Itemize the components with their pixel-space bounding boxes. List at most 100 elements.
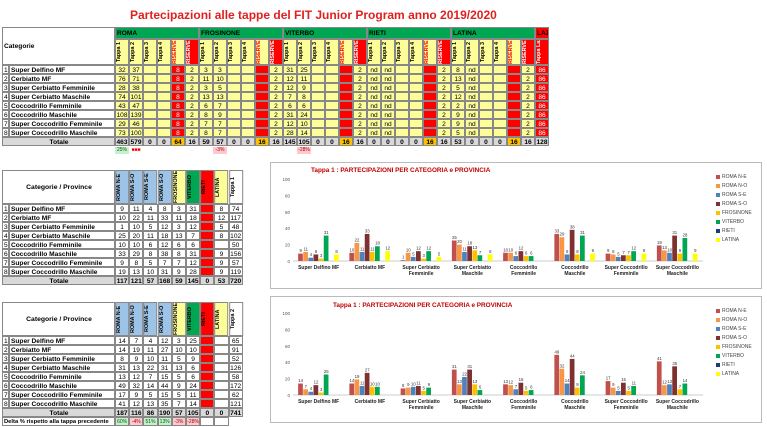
delta-viterbo: -28% <box>297 147 311 154</box>
table-cell: 108 <box>115 110 129 119</box>
data-label: 18 <box>375 241 380 246</box>
bar <box>503 252 508 261</box>
legend-swatch <box>716 363 720 367</box>
table-cell <box>214 399 229 408</box>
table-cell: 9 <box>129 354 144 363</box>
data-label: 35 <box>672 361 677 366</box>
table-cell: 5 <box>143 222 158 231</box>
delta-roma: 25% <box>115 147 129 154</box>
row-number: 5 <box>2 101 9 110</box>
total-cell: 0 <box>381 137 395 146</box>
x-tick-label: Super Coccodrillo <box>605 265 648 271</box>
table-cell <box>227 92 241 101</box>
y-tick-label: 20 <box>285 243 291 248</box>
table-cell: 31 <box>186 204 201 213</box>
table-cell <box>409 128 423 137</box>
table-cell: 29 <box>129 249 144 258</box>
table-cell: 74 <box>115 92 129 101</box>
table-cell: nd <box>465 92 479 101</box>
bar <box>523 390 529 395</box>
data-label: 11 <box>304 246 309 251</box>
table-cell <box>325 74 339 83</box>
total-cell: 16 <box>507 137 521 146</box>
table-cell: nd <box>367 128 381 137</box>
column-header: VITERBO <box>186 302 201 336</box>
table-cell <box>479 83 493 92</box>
row-label: Coccodrillo Femminile <box>9 240 115 249</box>
bar <box>323 374 329 395</box>
x-tick-label: Super Coccodrillo <box>656 399 699 405</box>
data-label: 14 <box>350 378 355 383</box>
table-cell <box>157 65 171 74</box>
table-cell: 2 <box>353 83 367 92</box>
total-cell: 53 <box>451 137 465 146</box>
bar <box>672 366 677 395</box>
bar <box>554 233 560 261</box>
table-cell <box>200 345 215 354</box>
data-label: 13 <box>473 379 478 384</box>
bar <box>667 252 672 261</box>
table-cell <box>311 128 325 137</box>
table-cell: 3 <box>171 336 186 345</box>
table-cell: 10 <box>129 222 144 231</box>
data-label: 10 <box>375 381 380 386</box>
total-cell: 0 <box>395 137 409 146</box>
data-label: 8 <box>576 249 579 254</box>
data-label: 17 <box>606 376 611 381</box>
table-cell <box>325 128 339 137</box>
subheader-tappa: Tappa 4 <box>157 39 171 65</box>
table-cell <box>200 363 215 372</box>
table-cell: 46 <box>129 119 143 128</box>
column-header: ROMA N-O <box>129 302 144 336</box>
table-cell <box>325 83 339 92</box>
x-tick-label: Super Cerbiatto <box>454 399 492 405</box>
table-cell <box>200 231 215 240</box>
legend-item: ROMA S-E <box>722 326 747 332</box>
subheader-riserve: RISERVE <box>423 39 437 65</box>
table-cell <box>143 83 157 92</box>
data-label: 25 <box>452 235 457 240</box>
row-label: Cerbiatto MF <box>9 345 115 354</box>
table-cell: 9 <box>451 119 465 128</box>
x-tick-label: Femminile <box>614 271 639 277</box>
data-label: 10 <box>406 247 411 252</box>
table-cell: 2 <box>521 101 535 110</box>
bar <box>615 256 621 261</box>
data-label: 5 <box>617 385 620 390</box>
row-label: Super Cerbiatto Femminile <box>9 354 115 363</box>
total-cell: 0 <box>157 137 171 146</box>
table-cell <box>409 101 423 110</box>
table-cell: 2 <box>521 110 535 119</box>
row-label: Super Cerbiatto Maschile <box>9 231 115 240</box>
table-cell: 9 <box>214 267 229 276</box>
chart-tappa2: Tappa 1 : PARTECIPAZIONI PER CATEGORIA e… <box>270 296 762 423</box>
table-cell: 18 <box>157 231 172 240</box>
total-cell: 0 <box>200 276 215 285</box>
bar <box>364 372 370 395</box>
subheader-tappa: Tappa 1 <box>115 39 129 65</box>
legend-swatch <box>716 220 720 224</box>
table-cell <box>493 65 507 74</box>
table-cell: 12 <box>157 240 172 249</box>
table-cell <box>241 110 255 119</box>
table-cell: 31 <box>115 363 130 372</box>
bar <box>559 237 565 261</box>
row-number: 1 <box>2 204 9 213</box>
table-cell: 12 <box>186 222 201 231</box>
bar <box>662 385 667 395</box>
data-label: 8 <box>315 249 318 254</box>
table-cell <box>493 119 507 128</box>
row-label: Coccodrillo Femminile <box>9 101 115 110</box>
bar <box>626 255 631 261</box>
table-cell: nd <box>465 65 479 74</box>
bar <box>662 250 667 261</box>
table-cell <box>241 119 255 128</box>
bar <box>462 251 467 261</box>
table-cell: 91 <box>228 345 243 354</box>
row-number: 7 <box>2 119 9 128</box>
table-cell: 58 <box>228 372 243 381</box>
data-label: 4 <box>310 252 313 257</box>
subheader-tappa: Tappa 1 <box>367 39 381 65</box>
bar <box>472 250 478 261</box>
